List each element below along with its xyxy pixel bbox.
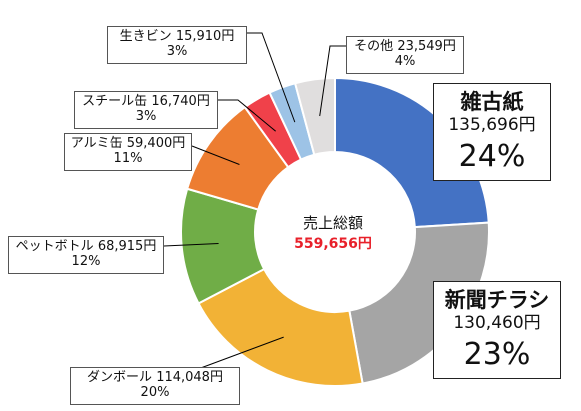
slice-pct-danboru: 20% — [140, 384, 170, 400]
slice-value-danboru: 114,048円 — [156, 370, 223, 385]
slice-value-shinbun: 130,460円 — [453, 313, 541, 334]
slice-value-petbottle: 68,915円 — [97, 239, 157, 254]
leader-line-sonota — [319, 45, 346, 117]
leader-line-steel — [218, 99, 276, 132]
center-title: 売上総額 — [302, 214, 363, 232]
center-label: 売上総額 559,656円 — [273, 212, 393, 253]
slice-name-ikibin: 生きビン — [119, 29, 172, 44]
slice-danboru — [197, 267, 364, 387]
slice-name-sonota: その他 — [354, 39, 394, 54]
slice-value-arumi: 59,400円 — [126, 136, 186, 151]
slice-name-zakkoshi: 雑古紙 — [460, 90, 524, 114]
leader-line-danboru — [189, 336, 284, 373]
slice-name-petbottle: ペットボトル — [15, 239, 94, 254]
slice-value-zakkoshi: 135,696円 — [448, 115, 536, 136]
callout-ikibin: 生きビン 15,910円 3% — [107, 26, 247, 64]
callout-petbottle: ペットボトル 68,915円 12% — [8, 236, 164, 274]
slice-sonota — [293, 76, 336, 156]
leader-line-arumi — [191, 145, 240, 165]
callout-shinbun: 新聞チラシ 130,460円 23% — [433, 281, 561, 380]
callout-danboru: ダンボール 114,048円 20% — [70, 367, 240, 405]
slice-name-danboru: ダンボール — [87, 370, 153, 385]
leader-line-petbottle — [163, 243, 219, 247]
callout-arumi: アルミ缶 59,400円 11% — [64, 133, 192, 171]
leader-line-ikibin — [247, 32, 296, 123]
callout-steel: スチール缶 16,740円 3% — [74, 91, 218, 129]
slice-pct-zakkoshi: 24% — [458, 138, 526, 174]
slice-value-ikibin: 15,910円 — [175, 29, 235, 44]
slice-pct-steel: 3% — [135, 108, 157, 124]
slice-pct-ikibin: 3% — [166, 43, 188, 59]
slice-value-steel: 16,740円 — [151, 94, 210, 109]
center-total: 559,656円 — [294, 236, 372, 252]
slice-name-steel: スチール缶 — [82, 94, 148, 109]
slice-pct-sonota: 4% — [394, 53, 416, 69]
callout-zakkoshi: 雑古紙 135,696円 24% — [433, 83, 551, 182]
slice-name-shinbun: 新聞チラシ — [444, 288, 550, 312]
slice-pct-arumi: 11% — [113, 150, 143, 166]
slice-zakkoshi — [334, 76, 490, 229]
slice-value-sonota: 23,549円 — [397, 39, 456, 54]
slice-name-arumi: アルミ缶 — [70, 136, 123, 151]
callout-sonota: その他 23,549円 4% — [346, 36, 464, 74]
slice-pct-shinbun: 23% — [463, 336, 531, 372]
slice-pct-petbottle: 12% — [71, 253, 101, 269]
